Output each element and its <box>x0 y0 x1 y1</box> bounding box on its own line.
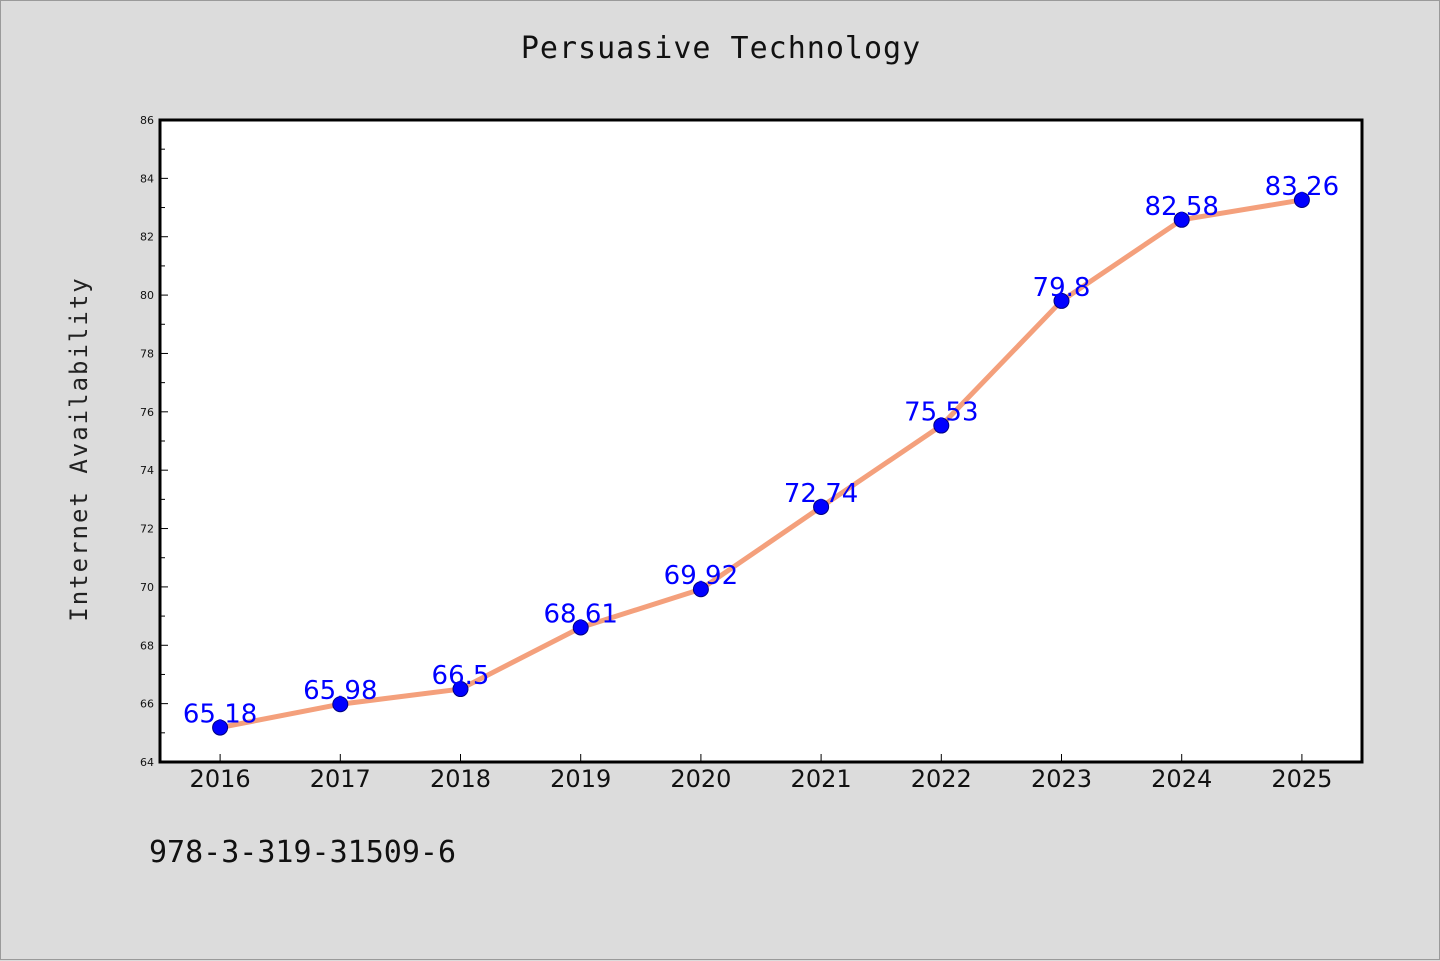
chart-title: Persuasive Technology <box>520 31 922 66</box>
data-point <box>332 696 349 713</box>
y-tick-label: 84 <box>140 172 154 185</box>
y-tick-label: 82 <box>140 231 154 244</box>
series-line <box>217 197 1305 731</box>
data-point <box>813 498 830 515</box>
data-label: 83.26 <box>1265 172 1339 202</box>
data-label: 65.98 <box>303 676 377 706</box>
x-tick-label: 2024 <box>1151 765 1212 793</box>
x-tick-label: 2021 <box>791 765 852 793</box>
x-tick-label: 2023 <box>1031 765 1092 793</box>
y-tick-label: 68 <box>140 639 154 652</box>
data-point <box>1053 292 1070 309</box>
plot-frame <box>158 118 1364 764</box>
y-tick-label: 80 <box>140 289 154 302</box>
data-point <box>212 719 229 736</box>
y-tick-label: 72 <box>140 523 154 536</box>
data-point <box>692 581 709 598</box>
y-tick-label: 70 <box>140 581 154 594</box>
x-tick-label: 2019 <box>550 765 611 793</box>
x-tick-label: 2025 <box>1271 765 1332 793</box>
data-point <box>933 417 950 434</box>
data-label: 65.18 <box>183 700 257 730</box>
data-label: 82.58 <box>1144 192 1218 222</box>
y-tick-label: 76 <box>140 406 154 419</box>
data-label: 79.8 <box>1033 273 1091 303</box>
data-point <box>452 681 469 698</box>
x-tick-label: 2016 <box>190 765 251 793</box>
x-tick-label: 2020 <box>670 765 731 793</box>
y-tick-label: 74 <box>140 464 154 477</box>
data-point <box>1173 211 1190 228</box>
y-tick-label: 66 <box>140 698 154 711</box>
x-tick-label: 2018 <box>430 765 491 793</box>
data-label: 66.5 <box>432 661 490 691</box>
x-tick-label: 2022 <box>911 765 972 793</box>
y-tick-label: 78 <box>140 347 154 360</box>
x-tick-label: 2017 <box>310 765 371 793</box>
footnote-isbn: 978-3-319-31509-6 <box>149 835 457 870</box>
data-point <box>572 619 589 636</box>
y-tick-label: 64 <box>140 756 154 769</box>
data-label: 72.74 <box>784 479 858 509</box>
data-label: 75.53 <box>904 398 978 428</box>
data-point <box>1293 191 1310 208</box>
data-label: 69.92 <box>664 561 738 591</box>
data-label: 68.61 <box>543 599 617 629</box>
y-tick-label: 86 <box>140 114 154 127</box>
